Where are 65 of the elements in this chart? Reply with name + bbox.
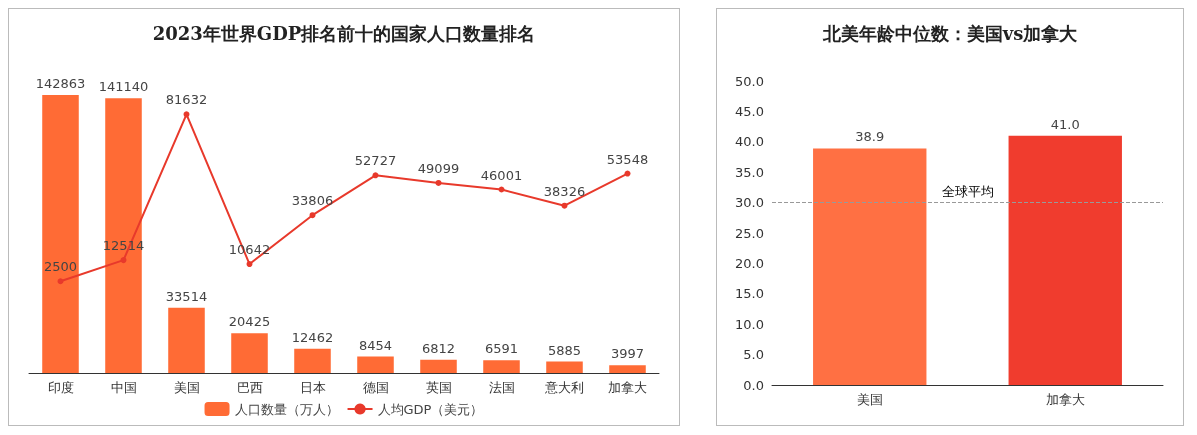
bar bbox=[231, 333, 268, 373]
data-label: 33514 bbox=[165, 288, 208, 304]
legend-label: 人口数量（万人） bbox=[234, 401, 339, 417]
point bbox=[57, 278, 64, 285]
x-tick-label: 意大利 bbox=[544, 380, 584, 395]
data-label: 5885 bbox=[547, 342, 582, 358]
y-tick-label: 5.0 bbox=[743, 347, 764, 363]
data-label: 12462 bbox=[291, 329, 334, 345]
point bbox=[120, 257, 127, 264]
chart-title: 北美年龄中位数：美国vs加拿大 bbox=[821, 22, 1079, 44]
x-tick-label: 英国 bbox=[425, 380, 452, 395]
y-tick-label: 10.0 bbox=[735, 316, 764, 332]
bar bbox=[609, 365, 646, 373]
data-label: 33806 bbox=[291, 193, 334, 209]
point bbox=[624, 170, 631, 177]
x-tick-label: 巴西 bbox=[236, 380, 263, 395]
data-label: 53548 bbox=[606, 151, 649, 167]
data-label: 81632 bbox=[165, 92, 208, 108]
data-label: 6591 bbox=[484, 341, 519, 357]
data-label: 2500 bbox=[43, 259, 78, 275]
data-label: 8454 bbox=[358, 337, 393, 353]
data-label: 141140 bbox=[98, 79, 149, 95]
data-label: 142863 bbox=[35, 75, 86, 91]
y-tick-label: 50.0 bbox=[735, 73, 764, 89]
y-tick-label: 30.0 bbox=[735, 195, 764, 211]
point bbox=[309, 212, 316, 219]
point bbox=[246, 261, 253, 268]
x-tick-label: 中国 bbox=[110, 380, 137, 395]
y-tick-label: 40.0 bbox=[735, 134, 764, 150]
bar bbox=[483, 360, 520, 373]
data-label: 49099 bbox=[417, 160, 460, 176]
bar bbox=[105, 98, 142, 373]
bar bbox=[168, 307, 205, 373]
chart-title: 2023年世界GDP排名前十的国家人口数量排名 bbox=[152, 22, 536, 44]
y-tick-label: 0.0 bbox=[743, 377, 764, 393]
y-tick-label: 15.0 bbox=[735, 286, 764, 302]
x-tick-label: 德国 bbox=[362, 380, 389, 395]
data-label: 6812 bbox=[421, 340, 456, 356]
point bbox=[435, 179, 442, 186]
y-tick-label: 25.0 bbox=[735, 225, 764, 241]
bar bbox=[294, 348, 331, 373]
x-tick-label: 美国 bbox=[173, 380, 200, 395]
bar bbox=[420, 359, 457, 373]
data-label: 52727 bbox=[354, 153, 397, 169]
data-label: 3997 bbox=[610, 346, 645, 362]
x-tick-label: 日本 bbox=[299, 380, 326, 395]
legend-label: 人均GDP（美元） bbox=[377, 401, 484, 417]
x-tick-label: 印度 bbox=[47, 380, 74, 395]
x-tick-label: 法国 bbox=[488, 380, 515, 395]
y-tick-label: 35.0 bbox=[735, 164, 764, 180]
y-tick-label: 20.0 bbox=[735, 255, 764, 271]
bar bbox=[357, 356, 394, 373]
data-label: 20425 bbox=[228, 314, 271, 330]
x-tick-label: 加拿大 bbox=[1045, 392, 1085, 407]
data-label: 38326 bbox=[543, 183, 586, 199]
y-tick-label: 45.0 bbox=[735, 103, 764, 119]
data-label: 38.9 bbox=[855, 129, 885, 145]
data-label: 46001 bbox=[480, 167, 523, 183]
point bbox=[498, 186, 505, 193]
bar bbox=[546, 361, 583, 373]
data-label: 41.0 bbox=[1050, 116, 1080, 132]
bar bbox=[42, 94, 79, 373]
x-tick-label: 加拿大 bbox=[608, 380, 647, 395]
x-tick-label: 美国 bbox=[856, 392, 883, 407]
ref-line-label: 全球平均 bbox=[941, 183, 994, 199]
